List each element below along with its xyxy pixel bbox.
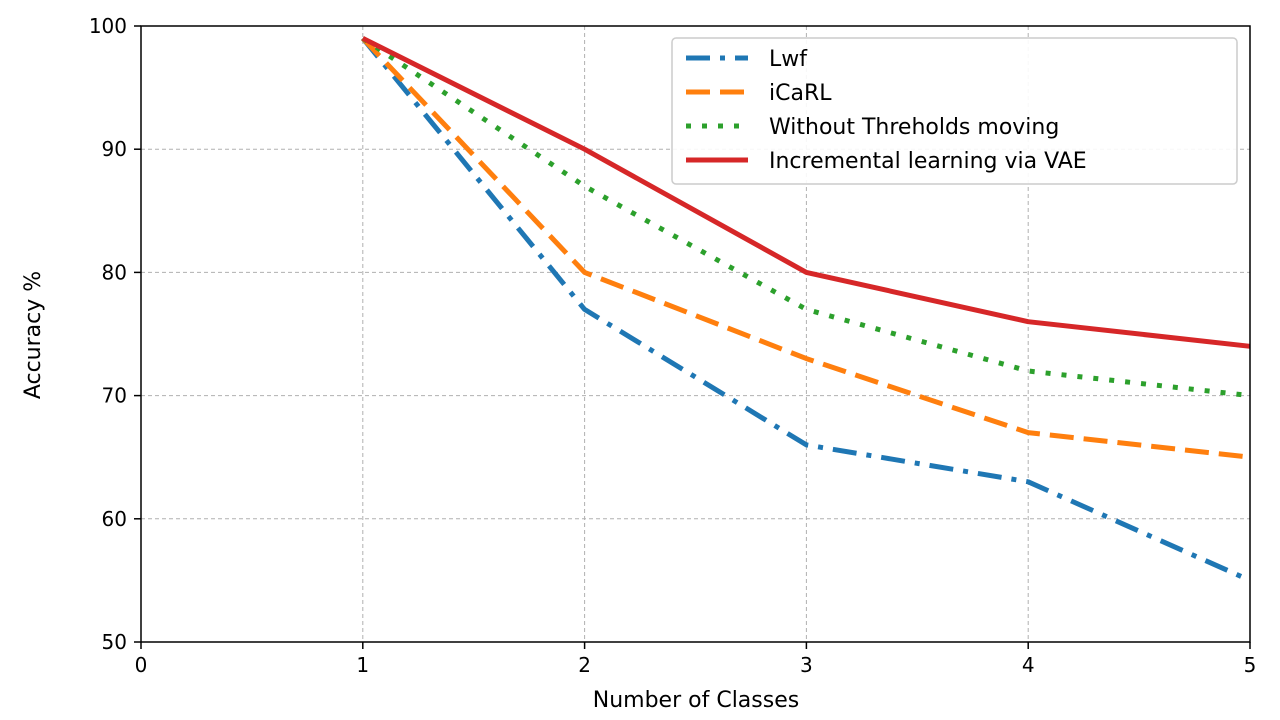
y-tick-label-3: 80 bbox=[102, 260, 127, 284]
legend-label-0: Lwf bbox=[769, 47, 808, 72]
x-tick-label-0: 0 bbox=[135, 653, 148, 677]
x-tick-label-5: 5 bbox=[1244, 653, 1257, 677]
y-tick-label-4: 90 bbox=[102, 137, 127, 161]
series-line-0 bbox=[360, 36, 1252, 583]
series-line-3 bbox=[361, 36, 1251, 349]
y-tick-label-5: 100 bbox=[89, 14, 127, 38]
x-tick-label-3: 3 bbox=[800, 653, 813, 677]
plot-frame bbox=[140, 25, 1251, 643]
x-axis-title: Number of Classes bbox=[593, 688, 799, 713]
x-tick-label-4: 4 bbox=[1022, 653, 1035, 677]
y-tick-label-0: 50 bbox=[102, 630, 127, 654]
y-tick-label-1: 60 bbox=[102, 507, 127, 531]
legend-label-2: Without Threholds moving bbox=[769, 115, 1059, 140]
y-tick-label-2: 70 bbox=[102, 384, 127, 408]
x-tick-label-1: 1 bbox=[356, 653, 369, 677]
legend: Lwf iCaRL Without Threholds moving Incremen… bbox=[671, 37, 1238, 185]
legend-label-1: iCaRL bbox=[769, 81, 832, 106]
tick-labels: 0 1 2 3 4 5 50 60 70 80 90 100 bbox=[89, 14, 1257, 677]
series-line-2 bbox=[361, 36, 1251, 399]
series-layer bbox=[360, 36, 1252, 583]
legend-box bbox=[671, 37, 1238, 185]
x-tick-label-2: 2 bbox=[578, 653, 591, 677]
series-line-1 bbox=[360, 36, 1251, 460]
legend-label-3: Incremental learning via VAE bbox=[769, 149, 1087, 174]
y-axis-title: Accuracy % bbox=[21, 271, 46, 399]
axes bbox=[134, 25, 1251, 649]
